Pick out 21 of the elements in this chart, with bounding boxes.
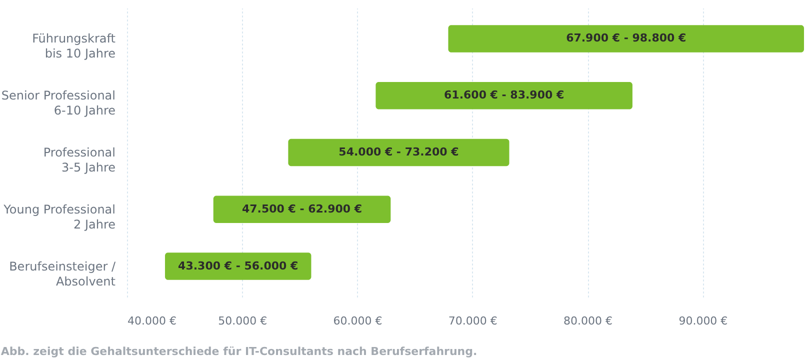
bar [288, 138, 510, 166]
x-tick-label: 40.000 € [128, 314, 176, 328]
y-tick-label: Berufseinsteiger / Absolvent [9, 259, 116, 288]
annotation: 61.600 € - 83.900 € [444, 88, 564, 102]
bar [213, 196, 391, 224]
annotation: 43.300 € - 56.000 € [178, 259, 298, 272]
annotation: 54.000 € - 73.200 € [338, 146, 459, 158]
bar [376, 82, 632, 110]
x-tick-label: 90.000 € [678, 314, 728, 328]
y-tick-label: Professional 3-5 Jahre [43, 146, 116, 174]
annotation: 47.500 € - 62.900 € [242, 202, 362, 216]
y-tick-label: Senior Professional 6-10 Jahre [1, 88, 116, 118]
x-tick-label: 50.000 € [218, 314, 268, 328]
x-tick-label: 70.000 € [448, 314, 498, 328]
x-tick-label: 80.000 € [564, 314, 613, 328]
y-tick-label: Führungskraft bis 10 Jahre [32, 32, 116, 61]
annotation: 67.900 € - 98.800 € [566, 32, 686, 45]
x-tick-label: 60.000 € [333, 314, 382, 328]
bar [448, 25, 804, 52]
y-tick-label: Young Professional 2 Jahre [2, 202, 116, 232]
text: Abb. zeigt die Gehaltsunterschiede für IT-Consultants nach Berufserfahrung. [0, 345, 478, 358]
